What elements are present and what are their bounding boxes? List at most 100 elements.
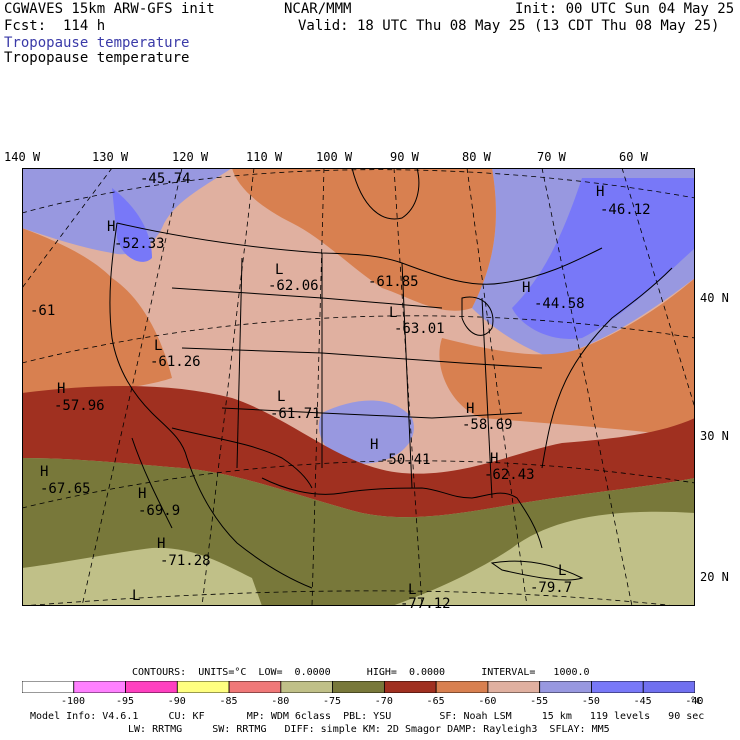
color-bar-swatch xyxy=(642,681,695,693)
mexico-coast xyxy=(186,457,313,589)
us-canada-border xyxy=(116,222,603,285)
color-bar-swatch xyxy=(73,681,126,693)
map-label: -61.85 xyxy=(368,274,419,290)
map-label: -52.33 xyxy=(114,236,165,252)
field-east-orange xyxy=(439,278,695,438)
field-south-khaki xyxy=(22,547,262,606)
lon-label-100w: 100 W xyxy=(316,150,353,164)
lon-label-120w: 120 W xyxy=(172,150,209,164)
color-bar-tick-label: -40 xyxy=(685,696,704,707)
color-bar-tick-label: -90 xyxy=(167,696,186,707)
contours-info: CONTOURS: UNITS=°C LOW= 0.0000 HIGH= 0.0… xyxy=(132,667,590,678)
map-label: L xyxy=(277,389,286,405)
map-label: H xyxy=(57,381,66,397)
color-bar-tick-label: -100 xyxy=(60,696,86,707)
color-bar-tick-label: -95 xyxy=(115,696,134,707)
organization: NCAR/MMM xyxy=(284,1,352,17)
state-line-2 xyxy=(181,347,543,369)
map-label: L xyxy=(558,563,567,579)
color-bar-swatch xyxy=(539,681,592,693)
map-label: -77.12 xyxy=(400,596,451,612)
color-bar-unit: °C xyxy=(690,696,703,707)
color-bar-swatch xyxy=(176,681,230,693)
map-label: -44.58 xyxy=(534,296,585,312)
canada-hudson xyxy=(351,168,420,220)
lat-label-40n: 40 N xyxy=(700,291,729,305)
baja-coast xyxy=(131,437,173,529)
map-label: H xyxy=(522,280,531,296)
model-info-line2: LW: RRTMG SW: RRTMG DIFF: simple KM: 2D … xyxy=(128,724,610,735)
model-title: CGWAVES 15km ARW-GFS init xyxy=(4,1,215,17)
field-north-orange xyxy=(232,168,496,311)
east-coast xyxy=(541,267,673,469)
map-label: -63.01 xyxy=(394,321,445,337)
map-label: -67.65 xyxy=(40,481,91,497)
map-label: H xyxy=(596,184,605,200)
lon-label-80w: 80 W xyxy=(462,150,491,164)
map-label: -58.69 xyxy=(462,417,513,433)
color-bar-tick-label: -70 xyxy=(374,696,393,707)
field-ne-blue xyxy=(512,178,695,339)
great-lakes xyxy=(461,296,494,336)
field-nw-blue xyxy=(112,188,152,262)
map-label: H xyxy=(157,536,166,552)
color-bar-tick-label: -85 xyxy=(219,696,238,707)
field-title: Tropopause temperature xyxy=(4,50,190,66)
state-line-6 xyxy=(401,262,413,489)
map-label: H xyxy=(107,219,116,235)
map-label: -50.41 xyxy=(380,452,431,468)
map-label: -57.96 xyxy=(54,398,105,414)
init-time: Init: 00 UTC Sun 04 May 25 xyxy=(515,1,735,17)
lon-label-140w: 140 W xyxy=(4,150,41,164)
field-west-orange xyxy=(22,228,172,398)
map-label: -61 xyxy=(30,303,56,319)
map-boundaries xyxy=(109,168,673,589)
map-label: H xyxy=(138,486,147,502)
field-se-khaki xyxy=(392,511,695,606)
color-bar-tick-label: -45 xyxy=(633,696,652,707)
map-label: -61.71 xyxy=(270,406,321,422)
model-info-line1: Model Info: V4.6.1 CU: KF MP: WDM 6class… xyxy=(30,711,705,722)
map-label: H xyxy=(40,464,49,480)
map-label: -62.06 xyxy=(268,278,319,294)
color-bar-tick-label: -80 xyxy=(271,696,290,707)
color-bar-tick-label: -65 xyxy=(426,696,445,707)
map-label: L xyxy=(275,262,284,278)
color-bar-swatch xyxy=(435,681,489,693)
color-bar-tick-label: -55 xyxy=(530,696,549,707)
map-label: L xyxy=(132,588,141,604)
lon-label-70w: 70 W xyxy=(537,150,566,164)
color-bar-tick-label: -60 xyxy=(478,696,497,707)
map-label: -61.26 xyxy=(150,354,201,370)
lon-label-90w: 90 W xyxy=(390,150,419,164)
map-label: -45.74 xyxy=(140,171,191,187)
map-label: -46.12 xyxy=(600,202,651,218)
color-bar-swatch xyxy=(125,681,178,693)
color-bar-tick-label: -50 xyxy=(581,696,600,707)
map-label: L xyxy=(154,338,163,354)
map-label: H xyxy=(370,437,379,453)
map-label: L xyxy=(389,305,398,321)
cuba xyxy=(490,560,584,581)
color-bar-swatch xyxy=(487,681,541,693)
lat-label-20n: 20 N xyxy=(700,570,729,584)
field-south-red xyxy=(22,386,695,518)
mexico-border xyxy=(171,427,313,489)
color-bar xyxy=(22,681,695,693)
color-bar-swatch xyxy=(332,681,385,693)
valid-time: Valid: 18 UTC Thu 08 May 25 (13 CDT Thu … xyxy=(298,18,720,34)
state-line-7 xyxy=(481,297,493,499)
color-bar-swatch xyxy=(228,681,282,693)
lat-label-30n: 30 N xyxy=(700,429,729,443)
field-title-blue: Tropopause temperature xyxy=(4,35,190,51)
map-label: -79.7 xyxy=(530,580,573,596)
map-label: H xyxy=(490,451,499,467)
lon-label-130w: 130 W xyxy=(92,150,129,164)
color-bar-swatch xyxy=(280,681,334,693)
forecast-hour: Fcst: 114 h xyxy=(4,18,106,34)
map-label: L xyxy=(408,582,417,598)
color-bar-swatch xyxy=(591,681,644,693)
color-bar-swatch xyxy=(22,681,75,693)
map-label: -71.28 xyxy=(160,553,211,569)
state-line-4 xyxy=(236,257,243,469)
